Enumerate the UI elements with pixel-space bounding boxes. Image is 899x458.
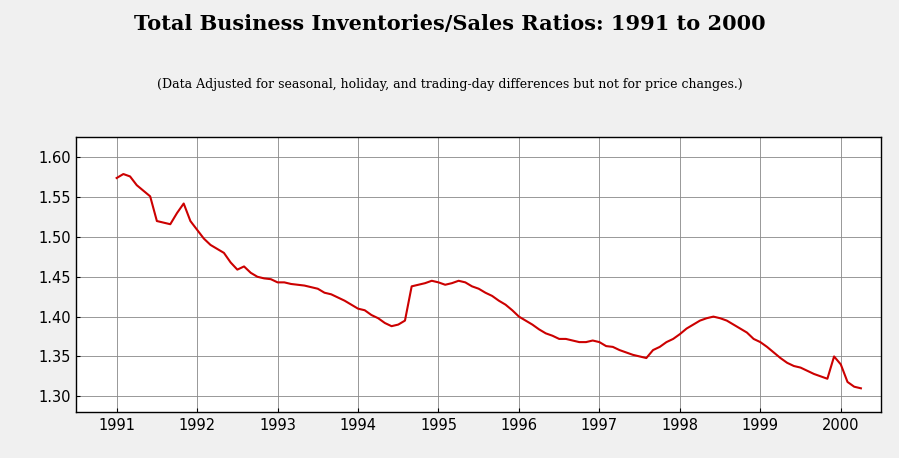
- Text: (Data Adjusted for seasonal, holiday, and trading-day differences but not for pr: (Data Adjusted for seasonal, holiday, an…: [156, 78, 743, 91]
- Text: Total Business Inventories/Sales Ratios: 1991 to 2000: Total Business Inventories/Sales Ratios:…: [134, 14, 765, 34]
